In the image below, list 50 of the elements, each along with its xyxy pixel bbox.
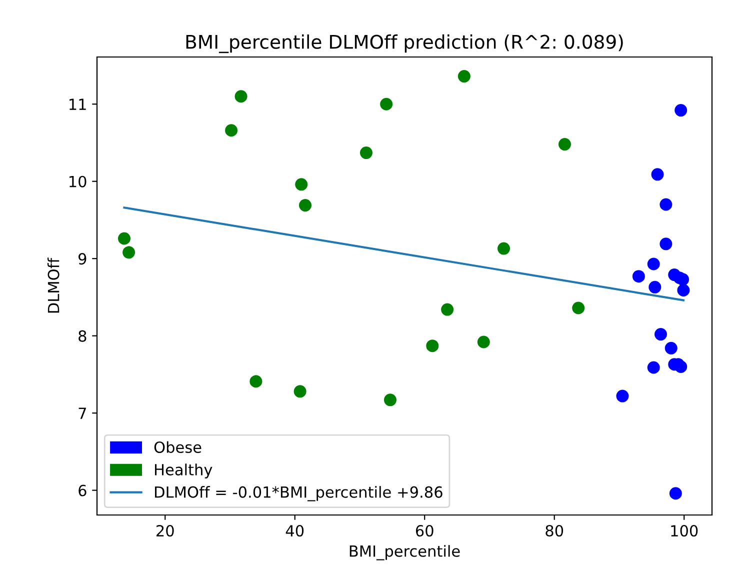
point xyxy=(660,198,672,211)
x-tick-label: 80 xyxy=(546,524,564,537)
point xyxy=(380,98,393,110)
point xyxy=(572,302,585,314)
y-tick-label: 10 xyxy=(70,176,86,188)
point xyxy=(294,385,306,398)
point xyxy=(477,336,490,348)
point xyxy=(632,270,645,283)
point xyxy=(458,70,470,83)
point xyxy=(295,178,308,191)
x-tick-label: 20 xyxy=(156,524,174,537)
point xyxy=(118,232,130,245)
y-tick-label: 6 xyxy=(78,484,86,496)
x-tick-label: 60 xyxy=(416,524,434,537)
point xyxy=(225,124,238,137)
legend-label: Obese xyxy=(154,441,202,454)
y-tick-label: 7 xyxy=(78,408,86,419)
point xyxy=(674,104,688,117)
point xyxy=(384,394,396,406)
point xyxy=(647,361,660,374)
point xyxy=(669,487,682,500)
x-axis-title: BMI_percentile xyxy=(350,545,460,560)
point xyxy=(498,242,510,255)
point xyxy=(558,138,571,151)
point xyxy=(676,273,690,286)
point xyxy=(298,199,312,212)
point xyxy=(654,328,667,341)
y-axis-title: DLMOff xyxy=(47,258,60,313)
x-tick-label: 100 xyxy=(671,524,698,537)
point xyxy=(441,303,454,316)
point xyxy=(660,238,672,250)
legend-label: Healthy xyxy=(155,464,212,478)
chart-title: BMI_percentile DLMOff prediction (R^2: 0.089) xyxy=(186,34,623,54)
point xyxy=(616,390,629,402)
point xyxy=(426,340,439,352)
point xyxy=(647,258,660,270)
point xyxy=(234,90,248,103)
point xyxy=(664,342,678,354)
point xyxy=(250,375,262,388)
point xyxy=(674,360,688,373)
point xyxy=(122,246,136,259)
y-tick-label: 11 xyxy=(70,98,86,110)
point xyxy=(360,146,372,160)
point xyxy=(648,280,662,294)
legend-label: DLMOff = -0.01*BMI_percentile +9.86 xyxy=(155,486,442,502)
x-tick-label: 40 xyxy=(286,524,304,537)
point xyxy=(651,168,664,181)
point xyxy=(677,284,690,296)
y-tick-label: 9 xyxy=(78,253,86,265)
y-tick-label: 8 xyxy=(78,330,86,342)
